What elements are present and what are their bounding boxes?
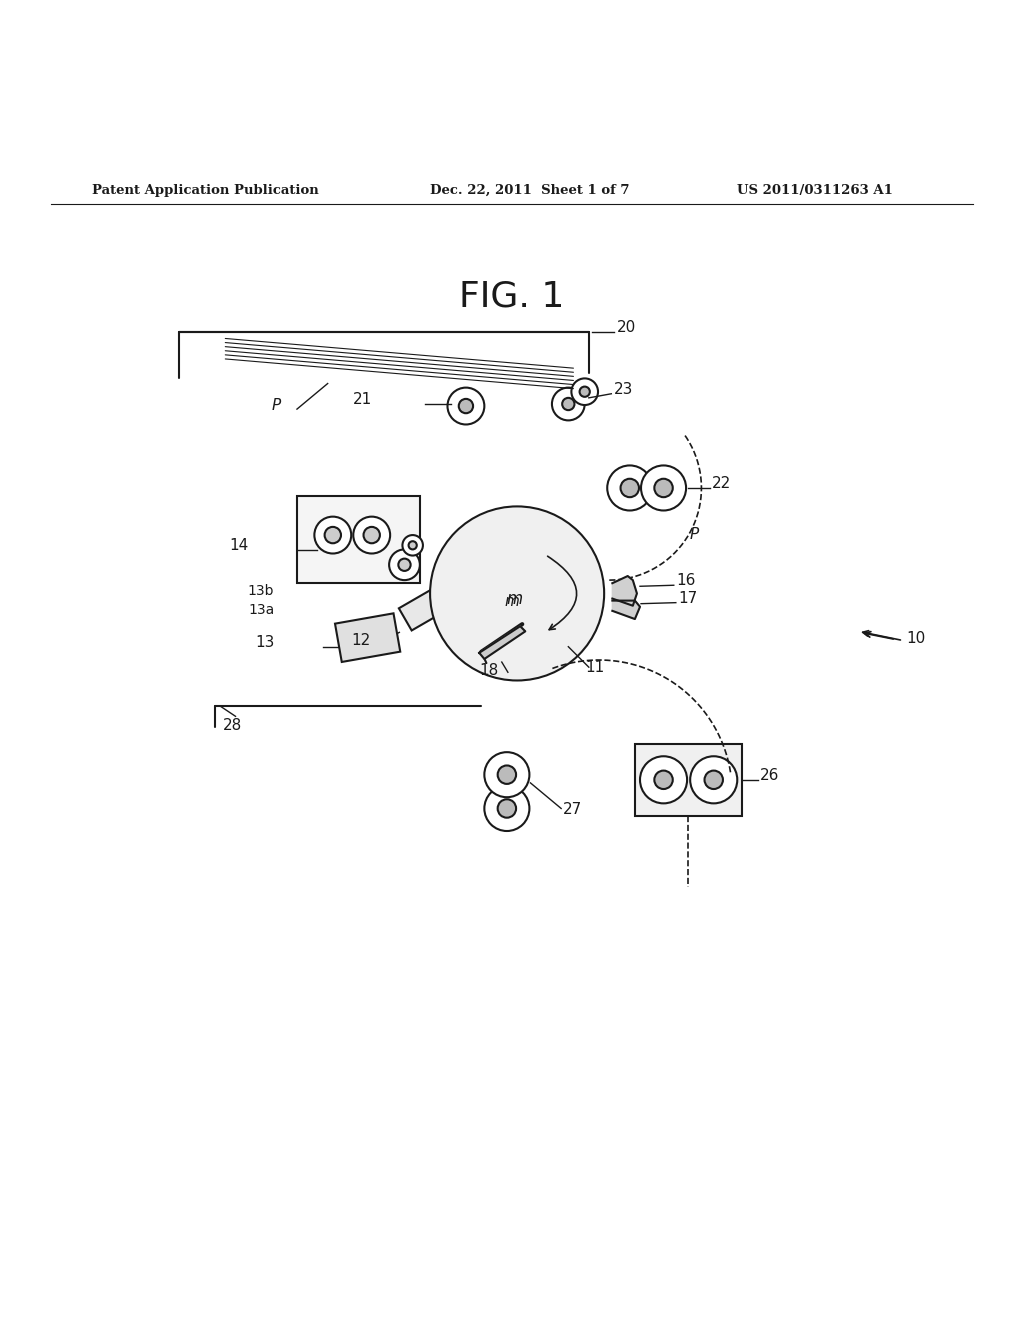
Text: 13a: 13a bbox=[248, 603, 274, 616]
Text: P: P bbox=[271, 399, 281, 413]
Circle shape bbox=[690, 756, 737, 804]
Text: 11: 11 bbox=[586, 660, 605, 676]
Circle shape bbox=[562, 397, 574, 411]
Circle shape bbox=[580, 387, 590, 397]
Text: Patent Application Publication: Patent Application Publication bbox=[92, 183, 318, 197]
Text: 18: 18 bbox=[479, 664, 499, 678]
Text: US 2011/0311263 A1: US 2011/0311263 A1 bbox=[737, 183, 893, 197]
Text: 23: 23 bbox=[613, 381, 633, 397]
Text: 27: 27 bbox=[563, 801, 583, 817]
Circle shape bbox=[654, 771, 673, 789]
Circle shape bbox=[552, 388, 585, 420]
Circle shape bbox=[398, 558, 411, 572]
Text: 14: 14 bbox=[229, 539, 249, 553]
Bar bbox=[635, 744, 742, 816]
Circle shape bbox=[314, 516, 351, 553]
Text: 13: 13 bbox=[255, 635, 274, 649]
Text: Dec. 22, 2011  Sheet 1 of 7: Dec. 22, 2011 Sheet 1 of 7 bbox=[430, 183, 630, 197]
Text: 16: 16 bbox=[676, 573, 695, 589]
Text: m: m bbox=[505, 594, 519, 609]
Circle shape bbox=[571, 379, 598, 405]
Text: 13b: 13b bbox=[248, 585, 274, 598]
Circle shape bbox=[641, 466, 686, 511]
Polygon shape bbox=[612, 601, 640, 619]
Bar bbox=[335, 614, 400, 661]
Circle shape bbox=[389, 549, 420, 579]
Text: 28: 28 bbox=[223, 718, 243, 733]
Circle shape bbox=[447, 388, 484, 425]
Circle shape bbox=[325, 527, 341, 544]
Text: 10: 10 bbox=[906, 631, 926, 645]
Circle shape bbox=[607, 466, 652, 511]
Circle shape bbox=[353, 516, 390, 553]
Polygon shape bbox=[612, 576, 637, 606]
Polygon shape bbox=[479, 626, 525, 659]
Circle shape bbox=[430, 507, 604, 681]
Circle shape bbox=[498, 800, 516, 817]
Text: 20: 20 bbox=[616, 321, 636, 335]
Text: 17: 17 bbox=[678, 590, 697, 606]
Circle shape bbox=[621, 479, 639, 498]
Circle shape bbox=[409, 541, 417, 549]
Circle shape bbox=[402, 535, 423, 556]
Circle shape bbox=[705, 771, 723, 789]
Circle shape bbox=[484, 752, 529, 797]
Bar bbox=[297, 496, 420, 583]
Circle shape bbox=[654, 479, 673, 498]
Text: 12: 12 bbox=[351, 632, 371, 648]
Circle shape bbox=[498, 766, 516, 784]
Circle shape bbox=[459, 399, 473, 413]
Circle shape bbox=[640, 756, 687, 804]
Text: P: P bbox=[689, 527, 698, 543]
Circle shape bbox=[364, 527, 380, 544]
Text: 22: 22 bbox=[712, 477, 731, 491]
Text: 21: 21 bbox=[352, 392, 372, 407]
Text: m: m bbox=[506, 590, 522, 607]
Text: 26: 26 bbox=[760, 768, 779, 783]
Circle shape bbox=[484, 785, 529, 832]
Text: FIG. 1: FIG. 1 bbox=[460, 280, 564, 314]
Bar bbox=[399, 579, 461, 631]
